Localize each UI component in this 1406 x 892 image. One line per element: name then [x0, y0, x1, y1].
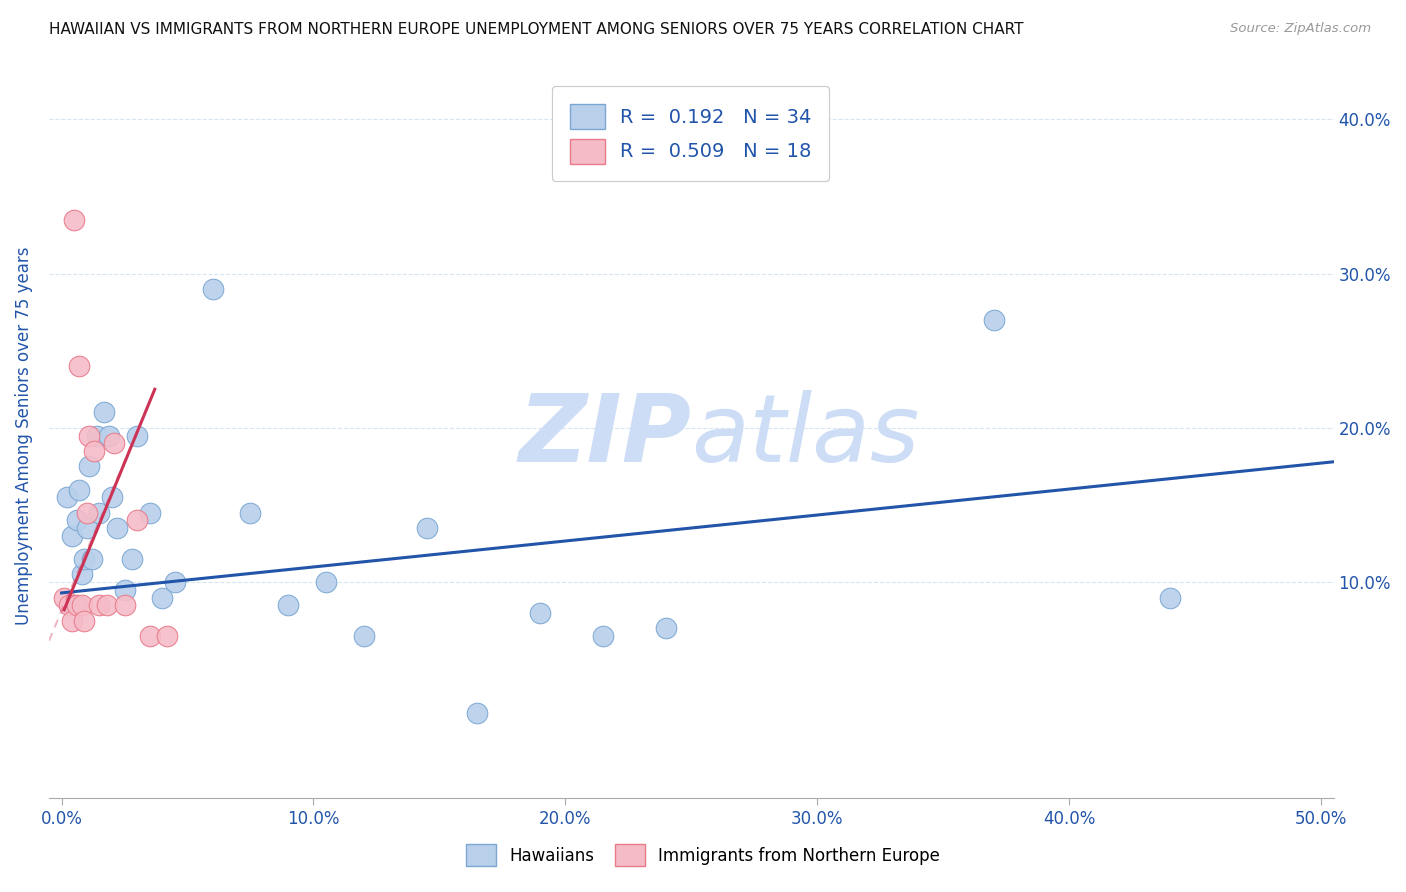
Text: atlas: atlas — [692, 390, 920, 481]
Point — [73, 614, 96, 628]
Point — [77, 428, 100, 442]
Legend: Hawaiians, Immigrants from Northern Europe: Hawaiians, Immigrants from Northern Euro… — [453, 831, 953, 880]
Point — [163, 575, 186, 590]
Point — [67, 483, 90, 497]
Point — [76, 506, 98, 520]
Point — [66, 513, 89, 527]
Point — [105, 521, 128, 535]
Point — [465, 706, 488, 721]
Point — [86, 428, 108, 442]
Point — [89, 506, 111, 520]
Point — [983, 313, 1005, 327]
Text: Source: ZipAtlas.com: Source: ZipAtlas.com — [1230, 22, 1371, 36]
Legend: R =  0.192   N = 34, R =  0.509   N = 18: R = 0.192 N = 34, R = 0.509 N = 18 — [553, 87, 830, 181]
Point — [58, 599, 80, 613]
Point — [121, 552, 143, 566]
Point — [63, 599, 86, 613]
Point — [66, 599, 89, 613]
Point — [60, 529, 83, 543]
Point — [138, 629, 160, 643]
Point — [98, 428, 121, 442]
Point — [53, 591, 76, 605]
Point — [150, 591, 173, 605]
Point — [127, 513, 149, 527]
Point — [63, 212, 86, 227]
Point — [76, 521, 98, 535]
Point — [83, 444, 105, 458]
Point — [89, 599, 111, 613]
Point — [67, 359, 90, 373]
Point — [55, 490, 77, 504]
Text: ZIP: ZIP — [519, 390, 692, 482]
Point — [114, 599, 136, 613]
Point — [529, 606, 551, 620]
Point — [416, 521, 439, 535]
Point — [70, 599, 93, 613]
Text: HAWAIIAN VS IMMIGRANTS FROM NORTHERN EUROPE UNEMPLOYMENT AMONG SENIORS OVER 75 Y: HAWAIIAN VS IMMIGRANTS FROM NORTHERN EUR… — [49, 22, 1024, 37]
Point — [592, 629, 614, 643]
Point — [353, 629, 375, 643]
Point — [239, 506, 262, 520]
Point — [127, 428, 149, 442]
Point — [77, 459, 100, 474]
Point — [138, 506, 160, 520]
Point — [101, 490, 124, 504]
Point — [156, 629, 179, 643]
Point — [60, 614, 83, 628]
Point — [70, 567, 93, 582]
Point — [103, 436, 125, 450]
Point — [96, 599, 118, 613]
Point — [114, 582, 136, 597]
Point — [315, 575, 337, 590]
Point — [73, 552, 96, 566]
Point — [201, 282, 224, 296]
Point — [93, 405, 115, 419]
Point — [80, 552, 103, 566]
Point — [1159, 591, 1181, 605]
Y-axis label: Unemployment Among Seniors over 75 years: Unemployment Among Seniors over 75 years — [15, 246, 32, 624]
Point — [277, 599, 299, 613]
Point — [655, 622, 678, 636]
